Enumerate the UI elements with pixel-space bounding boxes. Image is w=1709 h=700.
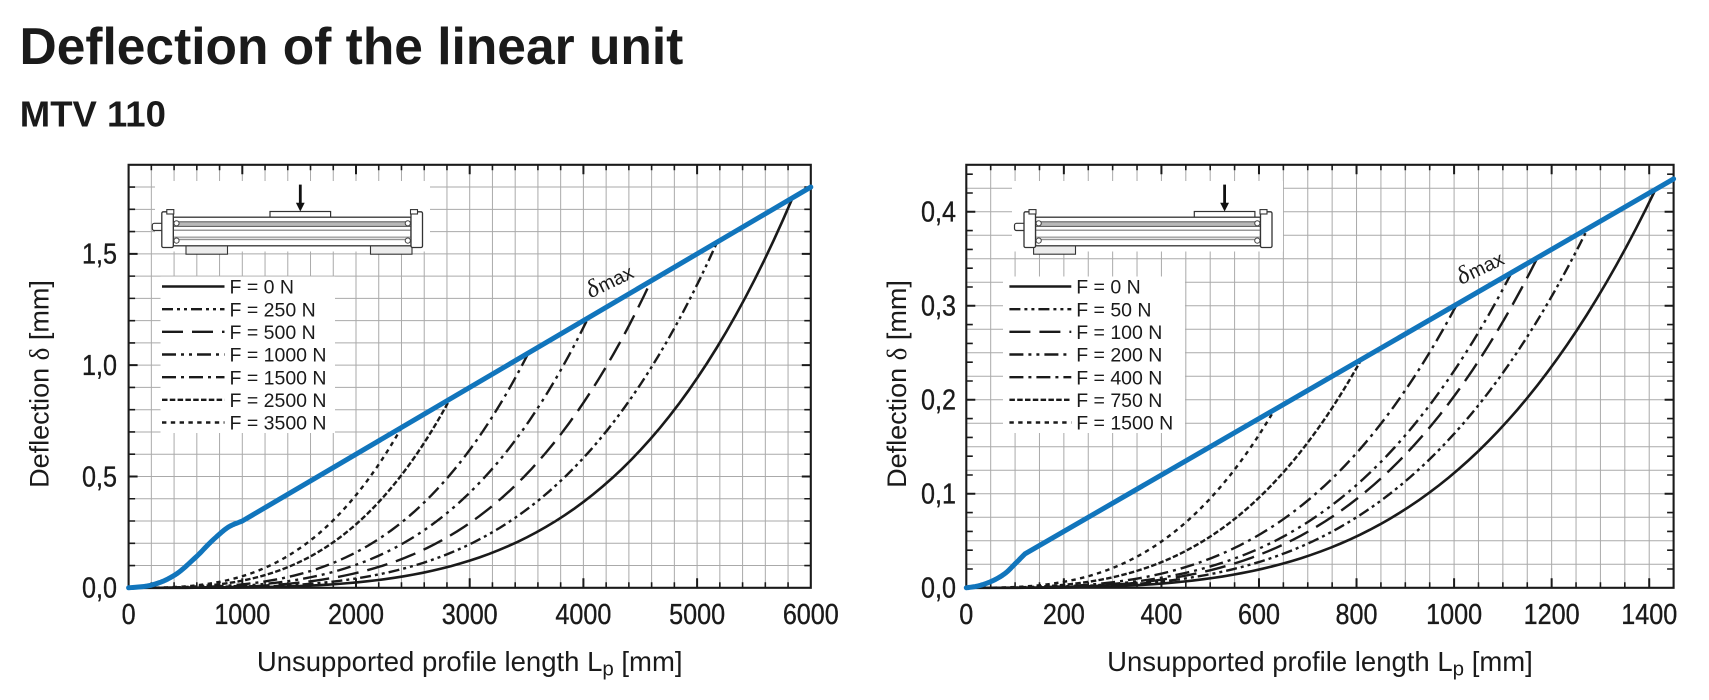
svg-text:F = 1500 N: F = 1500 N [230,367,327,389]
svg-text:F = 3500 N: F = 3500 N [230,413,327,435]
svg-text:200: 200 [1043,599,1085,631]
svg-text:Deflection of the linear unit: Deflection of the linear unit [20,17,684,75]
svg-text:F = 2500 N: F = 2500 N [230,390,327,412]
svg-text:800: 800 [1336,599,1378,631]
svg-text:2000: 2000 [328,599,384,631]
svg-text:1000: 1000 [1426,599,1482,631]
svg-text:F = 50 N: F = 50 N [1076,299,1151,321]
svg-text:1,0: 1,0 [82,349,117,381]
svg-text:Unsupported profile length Lp: Unsupported profile length Lp [mm] [257,646,683,681]
svg-text:5000: 5000 [669,599,725,631]
svg-text:F = 400 N: F = 400 N [1076,367,1162,389]
svg-text:1200: 1200 [1524,599,1580,631]
svg-text:400: 400 [1140,599,1182,631]
svg-text:1400: 1400 [1621,599,1677,631]
svg-text:Unsupported profile length Lp: Unsupported profile length Lp [mm] [1107,646,1533,681]
svg-text:0,0: 0,0 [921,572,956,604]
svg-text:F = 0 N: F = 0 N [230,277,294,299]
svg-text:F = 200 N: F = 200 N [1076,345,1162,367]
svg-text:0,2: 0,2 [921,384,956,416]
svg-text:F = 0 N: F = 0 N [1076,277,1140,299]
svg-text:F = 750 N: F = 750 N [1076,390,1162,412]
svg-text:0,0: 0,0 [82,572,117,604]
svg-text:F = 100 N: F = 100 N [1076,322,1162,344]
svg-text:F = 500 N: F = 500 N [230,322,316,344]
svg-text:0,1: 0,1 [921,478,956,510]
svg-text:0,4: 0,4 [921,196,956,228]
svg-text:1,5: 1,5 [82,238,117,270]
svg-text:F = 1000 N: F = 1000 N [230,345,327,367]
svg-text:0: 0 [959,599,973,631]
svg-text:F = 250 N: F = 250 N [230,299,316,321]
svg-text:4000: 4000 [555,599,611,631]
svg-text:Deflection δ [mm]: Deflection δ [mm] [882,280,912,488]
svg-text:600: 600 [1238,599,1280,631]
svg-text:Deflection δ [mm]: Deflection δ [mm] [25,280,55,488]
svg-text:F = 1500 N: F = 1500 N [1076,413,1173,435]
svg-text:3000: 3000 [442,599,498,631]
svg-text:0,3: 0,3 [921,290,956,322]
svg-text:MTV 110: MTV 110 [20,93,166,134]
svg-text:6000: 6000 [783,599,839,631]
svg-text:0: 0 [122,599,136,631]
svg-text:1000: 1000 [214,599,270,631]
svg-text:0,5: 0,5 [82,461,117,493]
